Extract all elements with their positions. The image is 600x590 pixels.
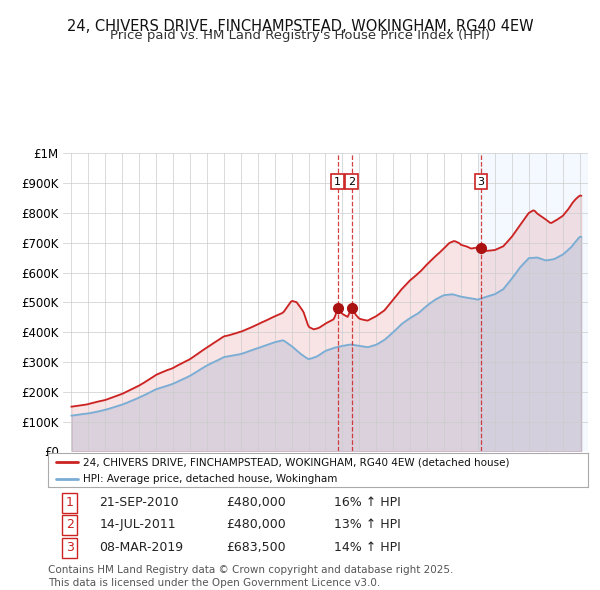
Text: £480,000: £480,000 xyxy=(226,518,286,531)
Text: 08-MAR-2019: 08-MAR-2019 xyxy=(100,541,184,554)
Text: 21-SEP-2010: 21-SEP-2010 xyxy=(100,496,179,509)
Bar xyxy=(478,153,588,451)
Text: 16% ↑ HPI: 16% ↑ HPI xyxy=(334,496,401,509)
Text: 14-JUL-2011: 14-JUL-2011 xyxy=(100,518,176,531)
Text: 24, CHIVERS DRIVE, FINCHAMPSTEAD, WOKINGHAM, RG40 4EW: 24, CHIVERS DRIVE, FINCHAMPSTEAD, WOKING… xyxy=(67,19,533,34)
Text: Price paid vs. HM Land Registry's House Price Index (HPI): Price paid vs. HM Land Registry's House … xyxy=(110,30,490,42)
Text: 3: 3 xyxy=(478,177,484,186)
Text: 1: 1 xyxy=(65,496,74,509)
Text: £480,000: £480,000 xyxy=(226,496,286,509)
Text: 2: 2 xyxy=(348,177,355,186)
Text: 14% ↑ HPI: 14% ↑ HPI xyxy=(334,541,401,554)
Text: 2: 2 xyxy=(65,518,74,531)
Text: £683,500: £683,500 xyxy=(226,541,286,554)
Text: HPI: Average price, detached house, Wokingham: HPI: Average price, detached house, Woki… xyxy=(83,474,337,484)
Text: 3: 3 xyxy=(65,541,74,554)
Text: 13% ↑ HPI: 13% ↑ HPI xyxy=(334,518,401,531)
Text: 24, CHIVERS DRIVE, FINCHAMPSTEAD, WOKINGHAM, RG40 4EW (detached house): 24, CHIVERS DRIVE, FINCHAMPSTEAD, WOKING… xyxy=(83,457,509,467)
Text: Contains HM Land Registry data © Crown copyright and database right 2025.
This d: Contains HM Land Registry data © Crown c… xyxy=(48,565,454,588)
Text: 1: 1 xyxy=(334,177,341,186)
